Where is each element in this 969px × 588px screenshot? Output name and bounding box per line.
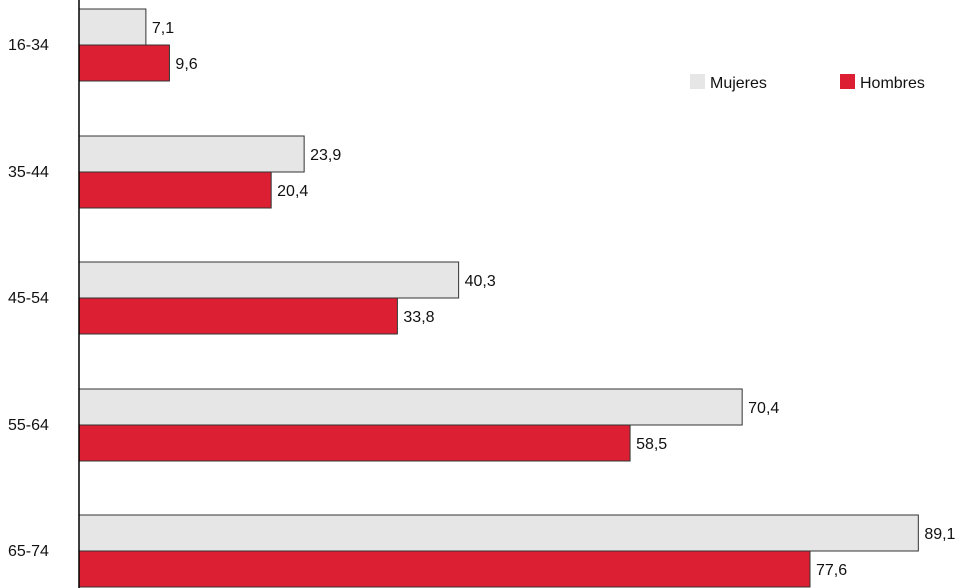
category-label-55-64: 55-64 bbox=[8, 417, 49, 434]
bar-mujeres-16-34 bbox=[78, 8, 147, 46]
bars-layer bbox=[78, 8, 919, 588]
value-label-hombres-35-44: 20,4 bbox=[277, 183, 308, 200]
category-label-35-44: 35-44 bbox=[8, 164, 49, 181]
category-label-65-74: 65-74 bbox=[8, 543, 49, 560]
bar-hombres-35-44 bbox=[78, 171, 272, 209]
legend: Mujeres Hombres bbox=[690, 74, 925, 92]
bar-hombres-45-54 bbox=[78, 297, 398, 335]
value-label-hombres-45-54: 33,8 bbox=[403, 309, 434, 326]
value-label-mujeres-16-34: 7,1 bbox=[152, 20, 174, 37]
legend-label-hombres: Hombres bbox=[860, 75, 925, 92]
bar-mujeres-65-74 bbox=[78, 514, 919, 552]
bar-mujeres-45-54 bbox=[78, 261, 460, 299]
category-label-45-54: 45-54 bbox=[8, 290, 49, 307]
value-label-hombres-65-74: 77,6 bbox=[816, 562, 847, 579]
legend-label-mujeres: Mujeres bbox=[710, 75, 767, 92]
value-label-hombres-55-64: 58,5 bbox=[636, 436, 667, 453]
labels-layer: 16-34 7,1 9,6 35-44 23,9 20,4 45-54 40,3 33,8 55-… bbox=[8, 20, 956, 579]
bar-mujeres-35-44 bbox=[78, 135, 305, 173]
legend-swatch-mujeres bbox=[690, 74, 705, 89]
value-label-mujeres-35-44: 23,9 bbox=[310, 147, 341, 164]
category-label-16-34: 16-34 bbox=[8, 37, 49, 54]
legend-swatch-hombres bbox=[840, 74, 855, 89]
bar-hombres-65-74 bbox=[78, 550, 811, 588]
value-label-mujeres-45-54: 40,3 bbox=[465, 273, 496, 290]
bar-hombres-16-34 bbox=[78, 44, 170, 82]
value-label-hombres-16-34: 9,6 bbox=[175, 56, 197, 73]
value-label-mujeres-55-64: 70,4 bbox=[748, 400, 779, 417]
bar-hombres-55-64 bbox=[78, 424, 631, 462]
bar-mujeres-55-64 bbox=[78, 388, 743, 426]
value-label-mujeres-65-74: 89,1 bbox=[924, 526, 955, 543]
